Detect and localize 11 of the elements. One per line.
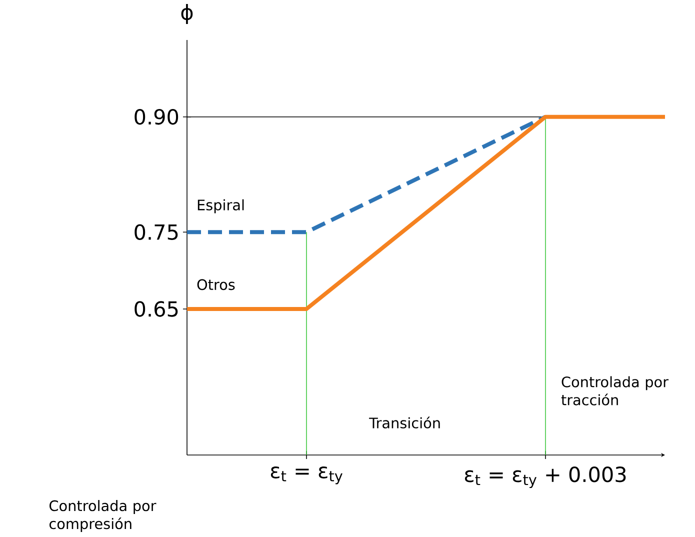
y-axis-title: ϕ: [181, 4, 193, 24]
series-label: Espiral: [198, 199, 244, 214]
series-label: Otros: [197, 279, 235, 290]
y-tick-label: 0.90: [134, 109, 178, 125]
y-tick-label: 0.75: [134, 224, 178, 240]
x-tick-label: ε$_{t}$ = ε$_{ty}$ + 0.003: [464, 466, 626, 488]
annotation: Controlada por tracción: [561, 376, 668, 406]
text: Controlada por compresión: [50, 500, 156, 532]
annotation: Transición: [369, 416, 440, 428]
y-tick-label: 0.65: [134, 301, 178, 317]
x-tick-label: ε$_{t}$ = ε$_{ty}$: [270, 466, 342, 484]
